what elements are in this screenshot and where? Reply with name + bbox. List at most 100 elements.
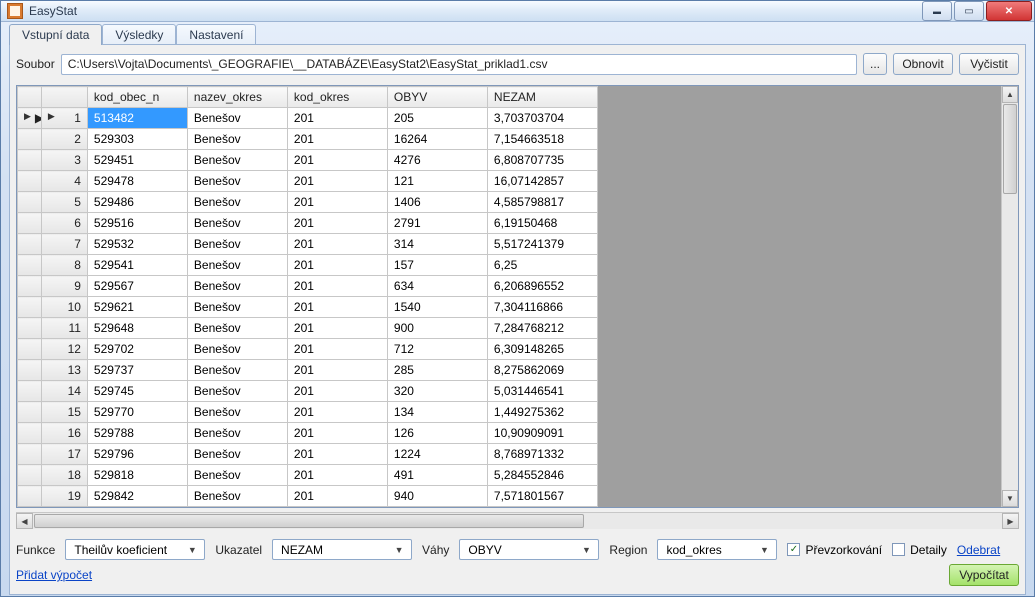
cell[interactable]: 1224 [387,444,487,465]
cell[interactable]: 7,154663518 [487,129,597,150]
cell[interactable]: 201 [287,423,387,444]
cell[interactable]: Benešov [187,318,287,339]
odebrat-link[interactable]: Odebrat [957,543,1000,557]
cell[interactable]: 529567 [87,276,187,297]
cell[interactable]: 201 [287,297,387,318]
cell[interactable]: 201 [287,255,387,276]
cell[interactable]: 201 [287,129,387,150]
cell[interactable]: Benešov [187,465,287,486]
refresh-button[interactable]: Obnovit [893,53,953,75]
cell[interactable]: 201 [287,486,387,507]
row-header[interactable]: 6 [41,213,87,234]
minimize-button[interactable] [922,1,952,21]
row-header[interactable]: 16 [41,423,87,444]
cell[interactable]: 201 [287,150,387,171]
row-header[interactable]: 3 [41,150,87,171]
cell[interactable]: Benešov [187,339,287,360]
cell[interactable]: 529796 [87,444,187,465]
cell[interactable]: Benešov [187,360,287,381]
column-header-nazev_okres[interactable]: nazev_okres [187,87,287,108]
cell[interactable]: Benešov [187,129,287,150]
vypocitat-button[interactable]: Vypočítat [949,564,1019,586]
cell[interactable]: 6,206896552 [487,276,597,297]
browse-button[interactable]: ... [863,53,887,75]
cell[interactable]: 1406 [387,192,487,213]
cell[interactable]: 5,031446541 [487,381,597,402]
tab-nastaveni[interactable]: Nastavení [176,24,256,45]
column-header-kod_okres[interactable]: kod_okres [287,87,387,108]
row-header[interactable]: 4 [41,171,87,192]
row-header[interactable]: 13 [41,360,87,381]
cell[interactable]: 2791 [387,213,487,234]
cell[interactable]: 7,304116866 [487,297,597,318]
cell[interactable]: Benešov [187,402,287,423]
cell[interactable]: Benešov [187,234,287,255]
cell[interactable]: 201 [287,234,387,255]
detaily-checkbox[interactable]: Detaily [892,543,947,557]
cell[interactable]: 201 [287,192,387,213]
cell[interactable]: 6,19150468 [487,213,597,234]
cell[interactable]: 529541 [87,255,187,276]
cell[interactable]: 10,90909091 [487,423,597,444]
cell[interactable]: 205 [387,108,487,129]
cell[interactable]: 529648 [87,318,187,339]
cell[interactable]: 134 [387,402,487,423]
cell[interactable]: 529745 [87,381,187,402]
cell[interactable]: 7,284768212 [487,318,597,339]
cell[interactable]: 491 [387,465,487,486]
funkce-combo[interactable]: Theilův koeficient ▼ [65,539,205,560]
cell[interactable]: 3,703703704 [487,108,597,129]
cell[interactable]: 201 [287,339,387,360]
cell[interactable]: 4,585798817 [487,192,597,213]
cell[interactable]: 285 [387,360,487,381]
cell[interactable]: 529486 [87,192,187,213]
cell[interactable]: 8,275862069 [487,360,597,381]
cell[interactable]: 157 [387,255,487,276]
horizontal-scrollbar[interactable]: ◀ ▶ [16,512,1019,529]
row-header[interactable]: 15 [41,402,87,423]
ukazatel-combo[interactable]: NEZAM ▼ [272,539,412,560]
cell[interactable]: 5,284552846 [487,465,597,486]
cell[interactable]: 121 [387,171,487,192]
row-header[interactable]: 5 [41,192,87,213]
vertical-scrollbar[interactable]: ▲ ▼ [1001,86,1018,507]
cell[interactable]: 16264 [387,129,487,150]
cell[interactable]: 201 [287,213,387,234]
prevzorkovani-checkbox[interactable]: ✓ Převzorkování [787,543,882,557]
cell[interactable]: 4276 [387,150,487,171]
cell[interactable]: Benešov [187,381,287,402]
cell[interactable]: 201 [287,381,387,402]
cell[interactable]: 529818 [87,465,187,486]
cell[interactable]: 201 [287,444,387,465]
column-header-NEZAM[interactable]: NEZAM [487,87,597,108]
cell[interactable]: Benešov [187,213,287,234]
cell[interactable]: 201 [287,465,387,486]
cell[interactable]: 529532 [87,234,187,255]
vscroll-thumb[interactable] [1003,104,1017,194]
cell[interactable]: 201 [287,360,387,381]
cell[interactable]: 126 [387,423,487,444]
cell[interactable]: 940 [387,486,487,507]
row-header[interactable]: 2 [41,129,87,150]
cell[interactable]: Benešov [187,486,287,507]
cell[interactable]: 201 [287,171,387,192]
cell[interactable]: 529737 [87,360,187,381]
cell[interactable]: 513482 [87,108,187,129]
cell[interactable]: 201 [287,402,387,423]
region-combo[interactable]: kod_okres ▼ [657,539,777,560]
row-header[interactable]: 7 [41,234,87,255]
cell[interactable]: 16,07142857 [487,171,597,192]
cell[interactable]: 529621 [87,297,187,318]
cell[interactable]: 7,571801567 [487,486,597,507]
column-header-kod_obec_n[interactable]: kod_obec_n [87,87,187,108]
cell[interactable]: 6,808707735 [487,150,597,171]
cell[interactable]: 634 [387,276,487,297]
cell[interactable]: 6,25 [487,255,597,276]
cell[interactable]: 201 [287,108,387,129]
row-header[interactable]: 8 [41,255,87,276]
cell[interactable]: 529478 [87,171,187,192]
row-header[interactable]: 1 [41,108,87,129]
cell[interactable]: 8,768971332 [487,444,597,465]
scroll-up-icon[interactable]: ▲ [1002,86,1018,103]
cell[interactable]: 529303 [87,129,187,150]
